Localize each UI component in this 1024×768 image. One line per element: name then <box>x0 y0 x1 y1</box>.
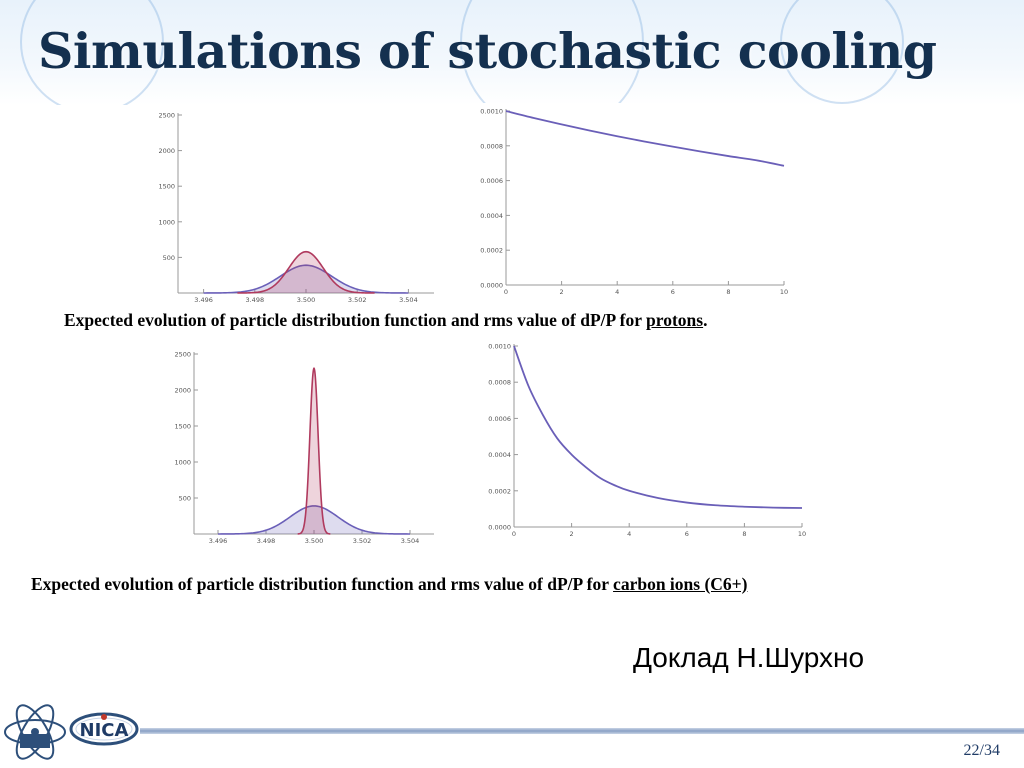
series-line-0 <box>218 505 410 535</box>
footer-divider <box>140 728 1024 734</box>
y-tick-label: 1000 <box>174 459 191 467</box>
x-tick-label: 3.500 <box>305 537 324 545</box>
y-tick-label: 500 <box>179 495 191 503</box>
carbon-ions-link[interactable]: carbon ions (C6+) <box>613 574 748 594</box>
y-tick-label: 0.0004 <box>480 212 503 220</box>
caption-text: Expected evolution of particle distribut… <box>64 310 647 330</box>
series-area-0 <box>203 265 409 293</box>
y-tick-label: 0.0010 <box>488 343 511 351</box>
chart-carbon-distribution: 3.496 3.498 3.500 3.502 3.504 500 1000 1500 2000… <box>150 346 450 548</box>
decor-circle <box>780 0 904 104</box>
series-area-1 <box>237 251 375 293</box>
y-tick-label: 0.0002 <box>488 487 511 495</box>
y-tick-label: 0.0006 <box>488 415 511 423</box>
series-area-1 <box>297 368 331 534</box>
series-line-0 <box>505 110 785 167</box>
y-tick-label: 0.0008 <box>480 142 503 150</box>
chart-protons-rms: 0 2 4 6 8 10 0.0000 0.0002 0.0004 0.0006 0.0008 0.0… <box>472 103 792 303</box>
caption-carbon: Expected evolution of particle distribut… <box>31 574 747 595</box>
x-tick-label: 4 <box>615 288 619 296</box>
x-tick-label: 3.496 <box>209 537 228 545</box>
x-tick-label: 3.498 <box>245 296 264 304</box>
speaker-credit: Доклад Н.Шурхно <box>633 642 865 673</box>
decor-circle <box>460 0 644 105</box>
slide-title: Simulations of stochastic cooling <box>38 22 937 80</box>
x-tick-label: 4 <box>627 530 631 538</box>
series-area-0 <box>218 505 410 534</box>
y-tick-label: 2500 <box>158 112 175 120</box>
jinr-logo <box>2 704 68 764</box>
x-tick-label: 6 <box>685 530 689 538</box>
caption-protons: Expected evolution of particle distribut… <box>64 310 707 331</box>
x-tick-label: 2 <box>570 530 574 538</box>
x-tick-label: 10 <box>798 530 806 538</box>
chart-protons-distribution: 3.496 3.498 3.500 3.502 3.504 500 1000 1500 2000… <box>150 107 440 307</box>
y-tick-label: 2500 <box>174 351 191 359</box>
caption-text: Expected evolution of particle distribut… <box>31 574 614 594</box>
x-tick-label: 3.502 <box>348 296 367 304</box>
protons-link[interactable]: protons <box>646 310 704 330</box>
y-tick-label: 1000 <box>158 218 175 226</box>
series-line-1 <box>237 250 375 294</box>
x-tick-label: 3.498 <box>257 537 276 545</box>
y-tick-label: 0.0002 <box>480 247 503 255</box>
x-tick-label: 8 <box>726 288 730 296</box>
y-tick-label: 1500 <box>158 183 175 191</box>
x-tick-label: 0 <box>504 288 508 296</box>
x-tick-label: 3.496 <box>194 296 213 304</box>
x-tick-label: 0 <box>512 530 516 538</box>
y-tick-label: 0.0004 <box>488 451 511 459</box>
series-line-1 <box>297 367 331 535</box>
x-tick-label: 3.502 <box>353 537 372 545</box>
nica-logo: NICA <box>68 711 140 751</box>
y-tick-label: 500 <box>163 254 175 262</box>
x-tick-label: 3.504 <box>401 537 420 545</box>
y-tick-label: 2000 <box>174 387 191 395</box>
series-line-0 <box>513 345 803 509</box>
caption-end: . <box>703 310 708 330</box>
chart-svg: 0 2 4 6 8 10 0.0000 0.0002 0.0004 0.0006 0.0008 0.0… <box>488 343 806 539</box>
header-banner <box>0 0 1024 105</box>
chart-svg: 3.496 3.498 3.500 3.502 3.504 500 1000 1500 2000… <box>174 351 434 545</box>
page-number: 22/34 <box>963 742 1000 759</box>
x-tick-label: 8 <box>742 530 746 538</box>
chart-carbon-rms: 0 2 4 6 8 10 0.0000 0.0002 0.0004 0.0006 0.0008 0.0… <box>480 340 810 545</box>
y-tick-label: 2000 <box>158 147 175 155</box>
y-tick-label: 0.0006 <box>480 177 503 185</box>
y-tick-label: 0.0010 <box>480 108 503 116</box>
chart-svg: 0 2 4 6 8 10 0.0000 0.0002 0.0004 0.0006 0.0008 0.0… <box>480 108 788 297</box>
x-tick-label: 3.504 <box>399 296 418 304</box>
x-tick-label: 2 <box>560 288 564 296</box>
x-tick-label: 10 <box>780 288 788 296</box>
nica-logo-text: NICA <box>80 720 129 741</box>
y-tick-label: 0.0000 <box>480 282 503 290</box>
x-tick-label: 3.500 <box>297 296 316 304</box>
y-tick-label: 0.0008 <box>488 379 511 387</box>
y-tick-label: 0.0000 <box>488 524 511 532</box>
x-tick-label: 6 <box>671 288 675 296</box>
y-tick-label: 1500 <box>174 423 191 431</box>
decor-circle <box>20 0 164 105</box>
chart-svg: 3.496 3.498 3.500 3.502 3.504 500 1000 1500 2000… <box>158 112 434 304</box>
